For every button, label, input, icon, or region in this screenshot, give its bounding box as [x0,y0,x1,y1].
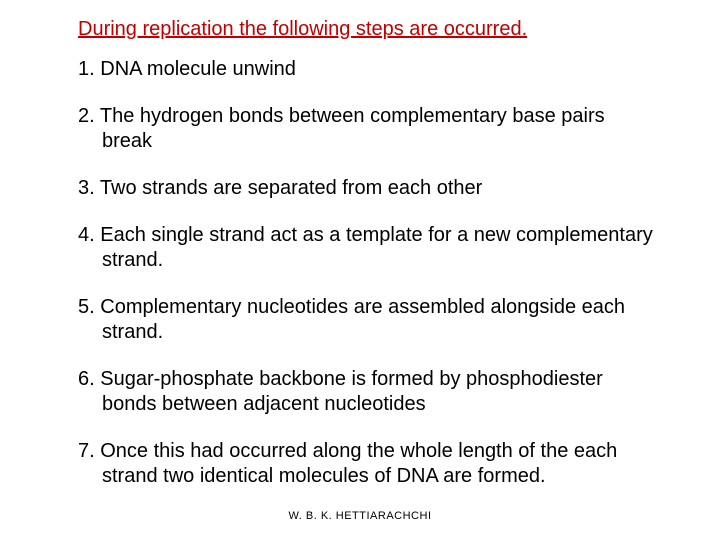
item-text: Once this had occurred along the whole l… [100,440,617,487]
item-number: 3. [78,177,95,199]
item-text: The hydrogen bonds between complementary… [100,105,605,152]
item-text: Two strands are separated from each othe… [100,177,482,199]
item-text: Sugar-phosphate backbone is formed by ph… [100,368,603,415]
item-number: 2. [78,105,95,127]
list-item: 4. Each single strand act as a template … [102,223,660,273]
item-text: Each single strand act as a template for… [100,224,653,271]
list-item: 7. Once this had occurred along the whol… [102,439,660,489]
list-item: 6. Sugar-phosphate backbone is formed by… [102,367,660,417]
list-item: 2. The hydrogen bonds between complement… [102,104,660,154]
item-text: DNA molecule unwind [100,58,296,80]
item-number: 1. [78,58,95,80]
item-text: Complementary nucleotides are assembled … [100,296,625,343]
item-number: 5. [78,296,95,318]
item-number: 4. [78,224,95,246]
list-item: 1. DNA molecule unwind [102,57,660,82]
slide-title: During replication the following steps a… [78,18,660,41]
item-number: 6. [78,368,95,390]
item-number: 7. [78,440,95,462]
slide-container: During replication the following steps a… [0,0,720,540]
list-item: 5. Complementary nucleotides are assembl… [102,295,660,345]
slide-footer: W. B. K. HETTIARACHCHI [0,510,720,522]
list-item: 3. Two strands are separated from each o… [102,176,660,201]
